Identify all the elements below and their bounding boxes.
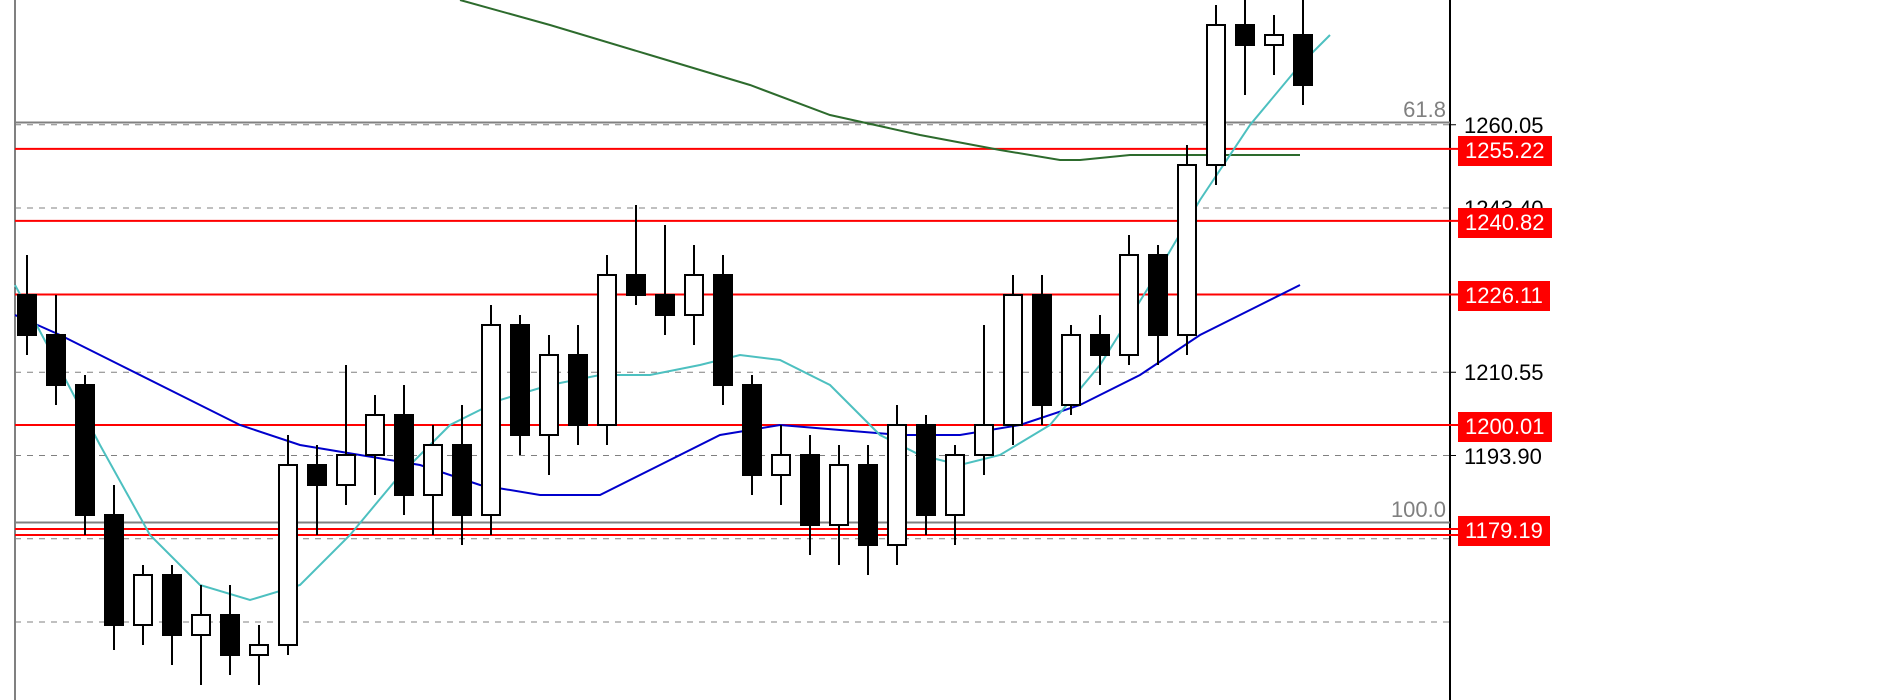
y-axis-label: 1193.90 [1464,444,1542,470]
price-level-badge: 1200.01 [1458,412,1552,442]
price-level-badge: 1240.82 [1458,208,1552,238]
fib-level-label: 61.8 [1403,97,1446,123]
ma-green [460,0,1300,160]
price-level-badge: 1255.22 [1458,136,1552,166]
price-level-badge: 1179.19 [1458,516,1550,546]
price-level-badge: 1226.11 [1458,281,1550,311]
chart-canvas [0,0,1900,700]
ma-blue [15,285,1300,495]
y-axis-label: 1260.05 [1464,113,1544,139]
fib-level-label: 100.0 [1391,497,1446,523]
y-axis-label: 1210.55 [1464,360,1544,386]
price-chart[interactable]: 61.8 100.0 1260.05 1210.55 1193.90 1255.22 124… [0,0,1900,700]
